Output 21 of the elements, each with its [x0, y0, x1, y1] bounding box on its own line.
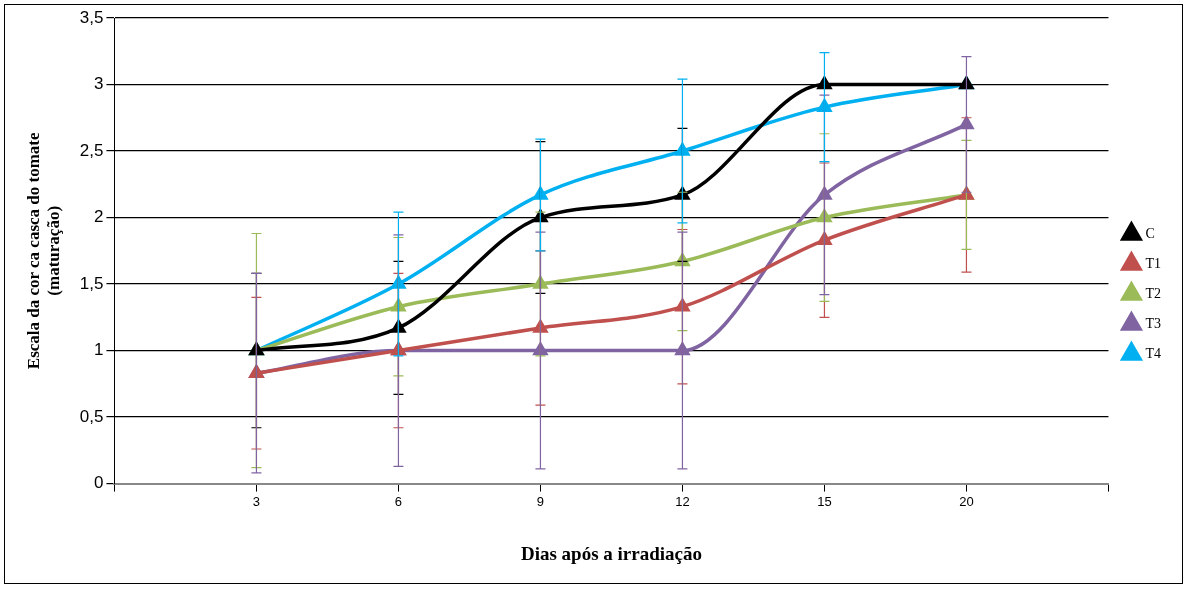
x-tick-label: 20 [959, 493, 974, 509]
legend-label: T1 [1145, 255, 1162, 271]
y-tick-label: 3 [93, 74, 104, 94]
x-tick-label: 3 [252, 493, 261, 509]
x-tick-label: 12 [675, 493, 690, 509]
x-tick-label: 15 [817, 493, 832, 509]
legend-label: T3 [1145, 315, 1162, 331]
legend-label: C [1145, 225, 1155, 241]
legend-label: T4 [1145, 345, 1162, 361]
x-tick-label: 6 [394, 493, 403, 509]
y-tick-label: 1,5 [79, 273, 104, 293]
y-tick-label: 2,5 [79, 140, 104, 160]
y-tick-label: 3,5 [79, 7, 104, 27]
y-tick-label: 0,5 [79, 406, 104, 426]
y-tick-label: 0 [93, 473, 104, 493]
x-axis-title: Dias após a irradiação [520, 542, 702, 564]
y-tick-label: 1 [93, 340, 104, 360]
x-tick-label: 9 [536, 493, 545, 509]
y-axis-title: Escala da cor ca casca do tomate (maturação) [23, 132, 63, 370]
legend-label: T2 [1145, 285, 1162, 301]
y-tick-label: 2 [93, 207, 104, 227]
